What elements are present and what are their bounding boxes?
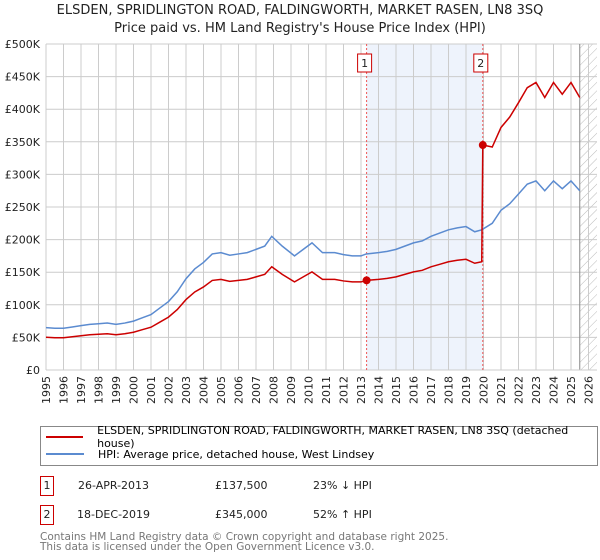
y-tick-label: £0 <box>26 364 40 377</box>
x-tick-label: 1998 <box>93 376 106 404</box>
sale-label-box <box>357 53 373 73</box>
price-paid-line <box>45 81 581 339</box>
x-tick-label: 2000 <box>128 376 141 404</box>
y-tick-label: £100K <box>5 299 41 312</box>
x-tick-label: 2016 <box>408 376 421 404</box>
y-tick-label: £350K <box>5 136 41 149</box>
x-tick-label: 2011 <box>320 376 333 404</box>
sale-label: 1 <box>361 57 368 70</box>
sale-point <box>478 141 487 150</box>
y-tick-label: £400K <box>5 103 41 116</box>
sale-label: 2 <box>477 57 484 70</box>
x-tick-label: 2012 <box>338 376 351 404</box>
x-tick-label: 2018 <box>443 376 456 404</box>
y-tick-label: £500K <box>5 38 41 51</box>
x-tick-label: 2015 <box>390 376 403 404</box>
x-tick-label: 2024 <box>548 376 561 404</box>
x-tick-label: 2014 <box>373 376 386 404</box>
x-tick-label: 1999 <box>110 376 123 404</box>
x-tick-label: 2020 <box>478 376 491 404</box>
x-tick-label: 2013 <box>355 376 368 404</box>
legend-label-hpi: HPI: Average price, detached house, West… <box>98 447 375 461</box>
legend-item-property: ELSDEN, SPRIDLINGTON ROAD, FALDINGWORTH,… <box>41 424 597 450</box>
y-tick-label: £300K <box>5 168 41 181</box>
price-chart: 1995 1996 1997 1998 1999 2000 2001 2002 2003 2004… <box>5 38 597 404</box>
footer-copyright: Contains HM Land Registry data © Crown c… <box>40 531 449 543</box>
x-tick-label: 2010 <box>303 376 316 404</box>
x-tick-label: 2009 <box>285 376 298 404</box>
sale-price: £137,500 <box>215 479 268 492</box>
x-tick-label: 2019 <box>460 376 473 404</box>
sale-date: 26-APR-2013 <box>78 479 150 492</box>
x-tick-label: 2002 <box>163 376 176 404</box>
sale-badge: 2 <box>40 505 54 525</box>
x-tick-label: 2021 <box>495 376 508 404</box>
blue-line-swatch <box>46 453 84 455</box>
x-tick-label: 1996 <box>58 376 71 404</box>
red-line-swatch <box>46 436 84 438</box>
footer-licence: This data is licensed under the Open Gov… <box>40 541 375 553</box>
x-tick-label: 2017 <box>425 376 438 404</box>
legend: ELSDEN, SPRIDLINGTON ROAD, FALDINGWORTH,… <box>40 424 598 466</box>
chart-title: ELSDEN, SPRIDLINGTON ROAD, FALDINGWORTH,… <box>56 3 544 18</box>
x-tick-label: 2004 <box>198 376 211 404</box>
x-tick-label: 2001 <box>145 376 158 404</box>
sale-badge: 1 <box>40 476 54 496</box>
sale-hpi: 52% ↑ HPI <box>313 508 372 521</box>
sale-date: 18-DEC-2019 <box>77 508 151 521</box>
x-tick-label: 1997 <box>75 376 88 404</box>
x-tick-label: 2006 <box>233 376 246 404</box>
y-tick-label: £150K <box>5 266 41 279</box>
y-tick-label: £200K <box>5 234 41 247</box>
y-tick-label: £50K <box>12 331 41 344</box>
legend-item-hpi: HPI: Average price, detached house, West… <box>41 446 374 462</box>
x-tick-label: 2026 <box>583 376 596 404</box>
x-tick-label: 2008 <box>268 376 281 404</box>
x-tick-label: 1995 <box>40 376 53 404</box>
y-tick-label: £450K <box>5 71 41 84</box>
chart-subtitle: Price paid vs. HM Land Registry's House … <box>114 21 486 36</box>
x-tick-label: 2003 <box>180 376 193 404</box>
y-tick-label: £250K <box>5 201 41 214</box>
sale-point <box>362 276 371 285</box>
sale-label-box <box>473 53 489 73</box>
sale-hpi: 23% ↓ HPI <box>313 479 372 492</box>
x-tick-label: 2007 <box>250 376 263 404</box>
x-tick-label: 2025 <box>565 376 578 404</box>
hpi-line <box>45 179 581 330</box>
x-tick-label: 2022 <box>513 376 526 404</box>
x-tick-label: 2005 <box>215 376 228 404</box>
legend-label-property: ELSDEN, SPRIDLINGTON ROAD, FALDINGWORTH,… <box>97 424 569 450</box>
x-tick-label: 2023 <box>530 376 543 404</box>
sale-price: £345,000 <box>215 508 268 521</box>
